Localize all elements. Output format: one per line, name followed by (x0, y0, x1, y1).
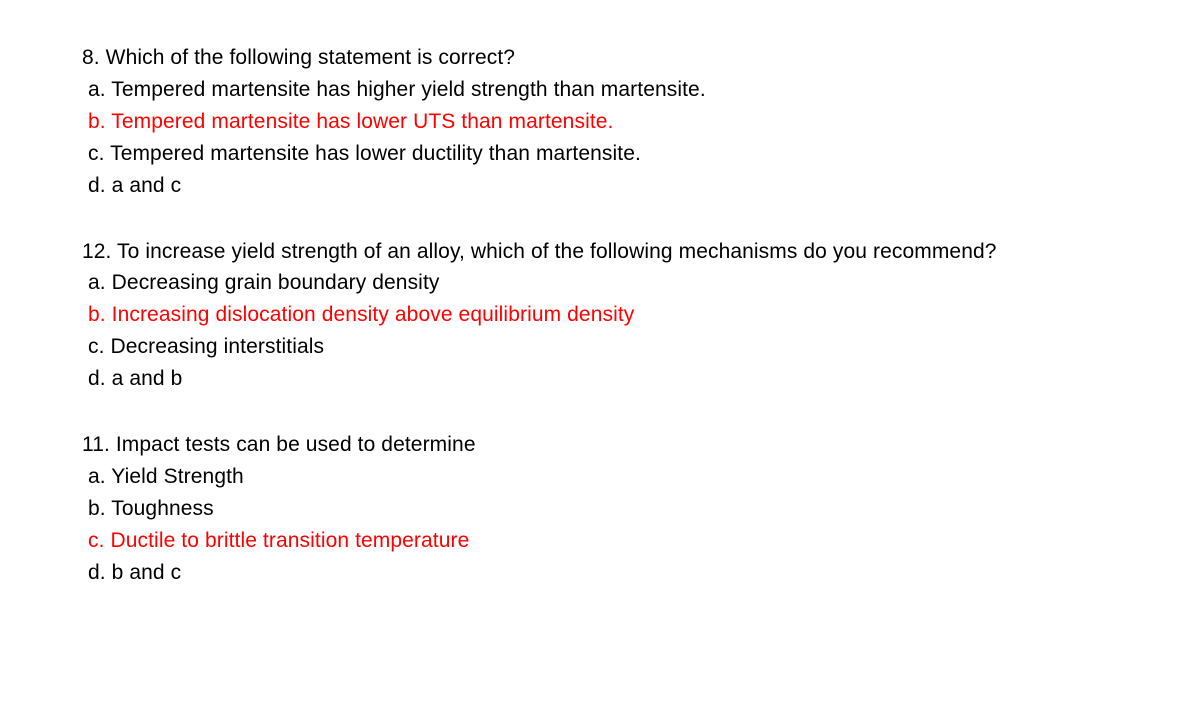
question-option-c: c. Tempered martensite has lower ductili… (88, 138, 1200, 170)
question-stem: 8. Which of the following statement is c… (82, 42, 1200, 74)
question-option-b: b. Increasing dislocation density above … (88, 299, 1200, 331)
question-option-c: c. Decreasing interstitials (88, 331, 1200, 363)
question-option-a: a. Tempered martensite has higher yield … (88, 74, 1200, 106)
question-option-a: a. Yield Strength (88, 461, 1200, 493)
question-8: 8. Which of the following statement is c… (82, 42, 1200, 202)
question-option-a: a. Decreasing grain boundary density (88, 267, 1200, 299)
question-option-c: c. Ductile to brittle transition tempera… (88, 525, 1200, 557)
question-stem: 12. To increase yield strength of an all… (82, 236, 1200, 268)
question-option-b: b. Tempered martensite has lower UTS tha… (88, 106, 1200, 138)
question-12: 12. To increase yield strength of an all… (82, 236, 1200, 396)
question-option-b: b. Toughness (88, 493, 1200, 525)
question-stem: 11. Impact tests can be used to determin… (82, 429, 1200, 461)
question-option-d: d. a and c (88, 170, 1200, 202)
question-option-d: d. b and c (88, 557, 1200, 589)
question-option-d: d. a and b (88, 363, 1200, 395)
question-11: 11. Impact tests can be used to determin… (82, 429, 1200, 589)
